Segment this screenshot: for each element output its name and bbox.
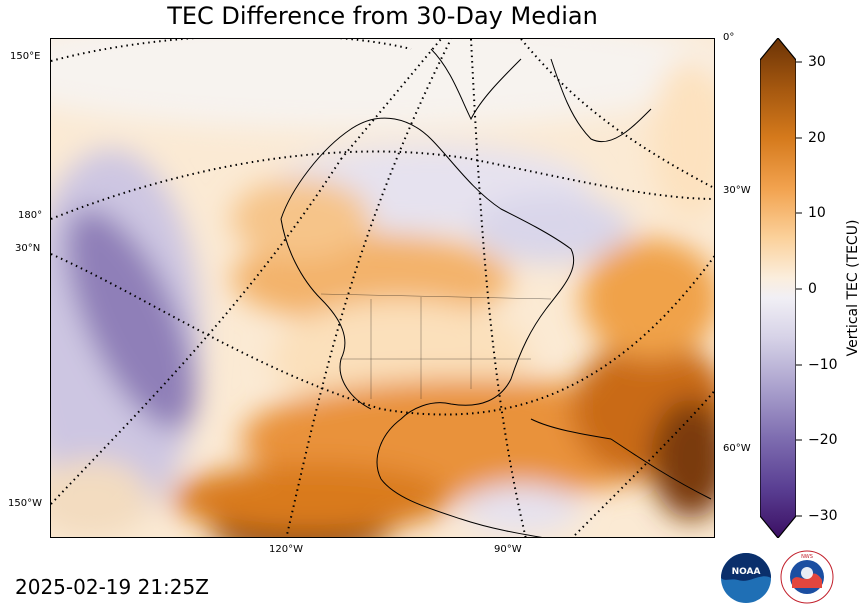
colorbar-tick-20: 20 [808, 130, 826, 146]
colorbar-tick-0: 0 [808, 281, 817, 297]
chart-title: TEC Difference from 30-Day Median [167, 2, 598, 30]
colorbar-tick-neg10: −10 [808, 357, 838, 373]
noaa-logo: NOAA [721, 553, 771, 603]
colorbar-label: Vertical TEC (TECU) [845, 219, 861, 357]
coastlines [280, 48, 712, 537]
colorbar [760, 38, 796, 538]
lon-label-180: 180° [18, 210, 43, 221]
tec-map [50, 38, 715, 538]
lon-label-0: 0° [723, 32, 735, 43]
colorbar-tick-10: 10 [808, 205, 826, 221]
nws-logo: NWS [780, 550, 834, 604]
tec-map-canvas [51, 39, 714, 537]
colorbar-tick-marks [796, 61, 802, 517]
lon-label-150w: 150°W [8, 498, 42, 509]
tec-field [51, 39, 714, 537]
lat-label-30n: 30°N [15, 243, 41, 254]
graticule [51, 39, 714, 537]
nws-logo-text: NWS [801, 554, 813, 560]
colorbar-fill [760, 38, 796, 538]
colorbar-tick-neg30: −30 [808, 508, 838, 524]
colorbar-tick-neg20: −20 [808, 432, 838, 448]
lon-label-150e: 150°E [10, 51, 41, 62]
lon-label-60w: 60°W [723, 443, 751, 454]
lon-label-120w: 120°W [269, 544, 303, 555]
colorbar-tick-30: 30 [808, 54, 826, 70]
lon-label-90w: 90°W [494, 544, 522, 555]
boundaries [320, 293, 552, 399]
lon-label-30w: 30°W [723, 185, 751, 196]
timestamp: 2025-02-19 21:25Z [15, 575, 209, 599]
noaa-logo-text: NOAA [732, 567, 761, 577]
